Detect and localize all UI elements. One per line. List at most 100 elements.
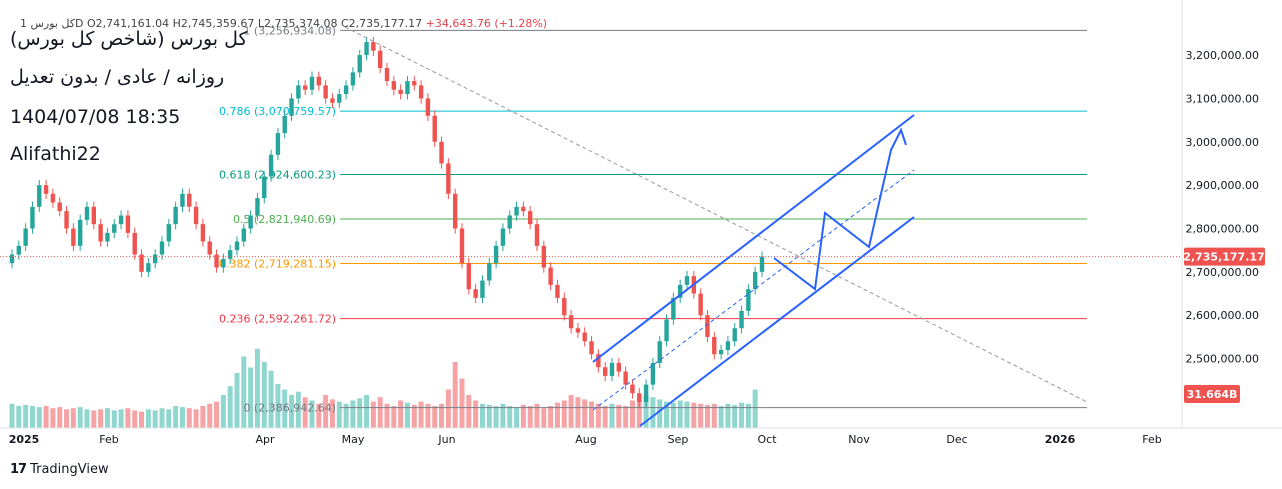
y-tick-label: 3,200,000.00	[1186, 49, 1259, 62]
volume-bar	[575, 397, 581, 428]
candle-body	[548, 267, 553, 285]
channel-mid-line	[592, 169, 915, 411]
volume-bar	[323, 395, 329, 428]
candle-body	[637, 393, 642, 402]
candle-body	[405, 81, 410, 95]
fib-level-label: 0.236 (2,592,261.72)	[219, 313, 336, 326]
volume-bar	[636, 401, 642, 428]
volume-bar	[111, 410, 117, 428]
volume-bar	[207, 403, 213, 428]
volume-bar	[57, 407, 63, 428]
candle-body	[16, 245, 22, 255]
candle-body	[643, 384, 649, 402]
volume-bar	[479, 403, 485, 428]
volume-bar	[391, 406, 397, 428]
volume-bar	[445, 389, 451, 428]
candles	[9, 36, 765, 408]
candle-body	[105, 232, 110, 242]
candle-body	[712, 336, 717, 355]
volume-bar	[98, 409, 104, 428]
candle-body	[98, 224, 103, 242]
candle-body	[568, 315, 574, 329]
candle-body	[302, 85, 308, 90]
volume-bar	[200, 406, 206, 428]
volume-bar	[9, 403, 15, 428]
volume-bar	[725, 403, 731, 428]
volume-bar	[173, 406, 179, 428]
volume-bar	[64, 409, 70, 428]
candle-body	[446, 163, 451, 194]
volume-bar	[541, 408, 547, 428]
tradingview-brand[interactable]: 17 TradingView	[10, 462, 109, 477]
volume-bar	[616, 404, 622, 428]
candle-body	[214, 254, 219, 268]
volume-bar	[343, 403, 349, 428]
volume-bar	[582, 399, 588, 428]
candle-body	[207, 241, 212, 255]
volume-bar	[548, 406, 554, 428]
candle-body	[534, 224, 540, 246]
candle-body	[582, 332, 587, 342]
volume-bar	[70, 408, 76, 428]
volume-bar	[589, 401, 595, 428]
candle-body	[555, 284, 560, 298]
fib-level-label: 0 (2,386,942.64)	[243, 402, 336, 415]
candle-body	[330, 98, 335, 103]
volume-bar	[275, 384, 281, 428]
y-tick-label: 2,900,000.00	[1186, 179, 1259, 192]
volume-bar	[439, 403, 445, 428]
volume-bar	[261, 362, 267, 428]
candle-body	[112, 224, 117, 233]
volume-bar	[36, 407, 42, 428]
candle-body	[698, 293, 703, 316]
candle-body	[616, 362, 622, 372]
candle-body	[180, 193, 185, 207]
volume-bar	[16, 406, 22, 428]
candle-body	[166, 224, 172, 242]
last-price-badge	[1184, 247, 1265, 266]
volume-bar	[500, 403, 506, 428]
volume-bar	[657, 399, 663, 428]
volume-bar	[732, 404, 738, 428]
fib-level-label: 0.382 (2,719,281.15)	[219, 258, 336, 271]
fib-level-label: 0.786 (3,070,759.57)	[219, 105, 336, 118]
candle-body	[459, 228, 465, 264]
volume-label: 31.664B	[1187, 388, 1238, 401]
candle-body	[152, 254, 158, 264]
volume-bar	[220, 395, 226, 428]
candle-body	[309, 76, 315, 90]
volume-bar	[227, 386, 233, 428]
candle-body	[500, 228, 506, 246]
candle-body	[480, 280, 485, 298]
info-symbol: کل بورس (شاخص کل بورس)	[10, 28, 248, 50]
volume-bar	[677, 400, 683, 428]
volume-bar	[718, 406, 724, 428]
volume-bar	[698, 403, 704, 428]
volume-badge	[1184, 385, 1240, 403]
volume-bar	[398, 400, 404, 428]
candle-body	[418, 85, 424, 99]
volume-bar	[432, 406, 438, 428]
candle-body	[364, 42, 369, 56]
y-tick-label: 3,100,000.00	[1186, 92, 1259, 105]
volume-bar	[77, 407, 83, 428]
volume-bar	[364, 395, 370, 428]
volume-bar	[739, 402, 745, 428]
candle-body	[732, 328, 737, 342]
candle-body	[514, 206, 519, 216]
candle-body	[718, 349, 724, 355]
volume-bar	[309, 400, 315, 428]
volume-bar	[534, 403, 540, 428]
volume-bar	[295, 391, 301, 428]
candle-body	[391, 81, 397, 90]
volume-bar	[752, 389, 758, 428]
ohlc-values: کل بورس 1D O2,741,161.04 H2,745,359.67 L…	[20, 17, 423, 30]
volume-bar	[254, 348, 260, 428]
volume-bar	[316, 403, 322, 428]
candle-body	[371, 42, 376, 51]
candle-body	[487, 263, 492, 281]
volume-bar	[629, 400, 635, 428]
candle-body	[64, 211, 69, 229]
volume-bar	[493, 406, 499, 428]
